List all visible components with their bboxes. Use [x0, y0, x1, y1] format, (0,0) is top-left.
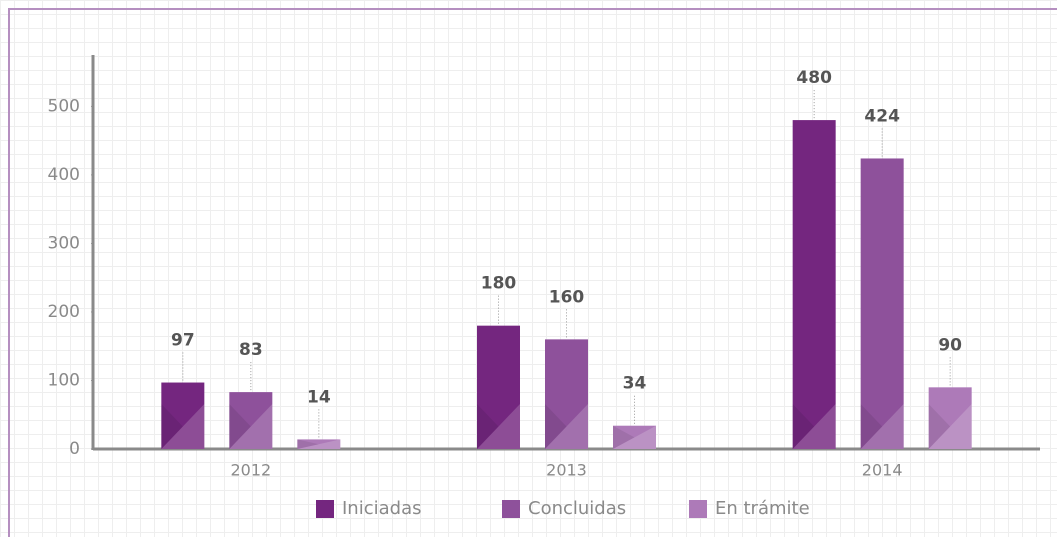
bar [297, 439, 341, 449]
bar [161, 382, 205, 449]
y-tick-label: 0 [69, 439, 80, 459]
bar-shade [860, 404, 904, 449]
bar-shade [613, 425, 635, 449]
bar-shade [860, 404, 883, 449]
bar-shade [928, 404, 951, 449]
bar-shade [613, 425, 656, 449]
legend-swatch [502, 500, 520, 518]
bar-shade [792, 404, 815, 449]
x-tick-label: 2014 [862, 461, 903, 480]
data-label: 34 [623, 374, 647, 394]
legend-label: Iniciadas [342, 498, 421, 519]
data-label: 160 [549, 287, 585, 307]
legend-swatch [689, 500, 707, 518]
bar [545, 339, 588, 449]
bar-shade [477, 404, 520, 449]
data-label: 424 [864, 106, 900, 126]
legend-swatch [316, 500, 334, 518]
y-tick-label: 400 [48, 165, 80, 185]
data-label: 480 [796, 68, 832, 88]
bar-shade [161, 404, 183, 449]
bar [928, 387, 972, 449]
y-tick-label: 500 [48, 96, 80, 116]
bar [477, 325, 520, 449]
y-tick-label: 100 [48, 370, 80, 390]
data-label: 90 [938, 335, 962, 355]
bar-shade [297, 439, 319, 449]
x-tick-label: 2012 [230, 461, 271, 480]
bar-shade [161, 404, 205, 449]
data-label: 83 [239, 340, 263, 360]
y-tick-label: 300 [48, 233, 80, 253]
bar-shade [792, 404, 836, 449]
y-tick-label: 200 [48, 302, 80, 322]
data-label: 14 [307, 387, 331, 407]
bar [613, 425, 656, 449]
bar-shade [928, 404, 972, 449]
bar [792, 120, 836, 450]
bar-shade [477, 404, 499, 449]
data-label: 97 [171, 331, 195, 351]
bar-shade [229, 404, 273, 449]
bar-shade [545, 404, 567, 449]
bar-shade [229, 404, 251, 449]
x-tick-label: 2013 [546, 461, 587, 480]
bar-shade [545, 404, 588, 449]
legend-label: En trámite [715, 498, 810, 519]
bar [229, 392, 273, 449]
legend-label: Concluidas [528, 498, 626, 519]
bar-shade [297, 439, 341, 449]
bar [860, 158, 904, 449]
data-label: 180 [481, 274, 517, 294]
